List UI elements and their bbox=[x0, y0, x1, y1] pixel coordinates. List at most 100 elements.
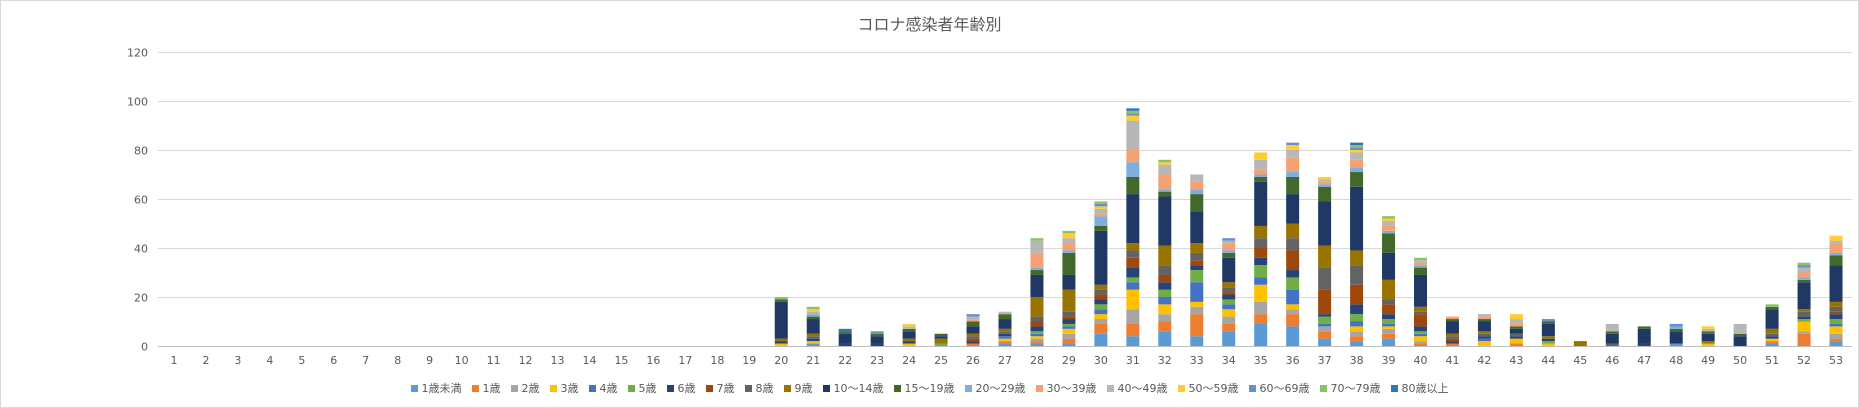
bar-segment bbox=[1350, 265, 1364, 285]
bar-segment bbox=[1669, 343, 1683, 346]
legend-swatch bbox=[627, 384, 635, 392]
bar-segment bbox=[1286, 142, 1300, 146]
legend-label: 80歳以上 bbox=[1401, 382, 1449, 395]
bar-segment bbox=[838, 331, 852, 334]
bar-segment bbox=[1733, 323, 1747, 334]
bar-segment bbox=[1509, 314, 1523, 320]
bar-segment bbox=[1254, 265, 1268, 278]
bar-segment bbox=[1222, 243, 1236, 251]
bar-segment bbox=[966, 341, 980, 344]
bar-segment bbox=[998, 331, 1012, 334]
bar-segment bbox=[1414, 262, 1428, 266]
bar-segment bbox=[966, 343, 980, 346]
x-tick-label: 3 bbox=[234, 354, 241, 367]
bar-segment bbox=[1318, 323, 1332, 327]
legend-item: 8歳 bbox=[744, 380, 774, 396]
legend-swatch bbox=[893, 384, 901, 392]
legend-swatch bbox=[588, 384, 596, 392]
x-tick-label: 13 bbox=[551, 354, 565, 367]
bar-segment bbox=[1382, 299, 1396, 305]
bar-segment bbox=[806, 341, 820, 344]
bar-segment bbox=[870, 333, 884, 337]
bar-segment bbox=[1158, 189, 1172, 192]
bar-segment bbox=[1254, 152, 1268, 160]
bar-segment bbox=[1158, 196, 1172, 246]
x-tick-label: 53 bbox=[1829, 354, 1843, 367]
bar-segment bbox=[1190, 189, 1204, 195]
x-tick-label: 36 bbox=[1286, 354, 1300, 367]
legend-label: 2歳 bbox=[521, 382, 540, 395]
bar-segment bbox=[1286, 194, 1300, 224]
x-tick-label: 30 bbox=[1094, 354, 1108, 367]
legend-item: 3歳 bbox=[549, 380, 579, 396]
bar-segment bbox=[1126, 309, 1140, 324]
bar-segment bbox=[806, 316, 820, 320]
bar-segment bbox=[1158, 321, 1172, 332]
bar-segment bbox=[1445, 338, 1459, 342]
bar-segment bbox=[1286, 250, 1300, 271]
bar-segment bbox=[1318, 314, 1332, 317]
x-tick-label: 37 bbox=[1318, 354, 1332, 367]
bar-segment bbox=[1286, 172, 1300, 177]
legend-item: 5歳 bbox=[627, 380, 657, 396]
legend-swatch bbox=[822, 384, 830, 392]
bar-segment bbox=[1094, 230, 1108, 285]
bar-segment bbox=[1286, 176, 1300, 195]
bar-segment bbox=[1030, 297, 1044, 317]
bar-segment bbox=[1829, 265, 1843, 302]
bar-segment bbox=[1158, 282, 1172, 290]
x-tick-label: 8 bbox=[394, 354, 401, 367]
bar-segment bbox=[1541, 319, 1555, 322]
bar-segment bbox=[1158, 174, 1172, 190]
bar-segment bbox=[1190, 243, 1204, 253]
bar-segment bbox=[1030, 274, 1044, 297]
bar-segment bbox=[1382, 218, 1396, 222]
bar-segment bbox=[1318, 176, 1332, 180]
legend-swatch bbox=[666, 384, 674, 392]
x-tick-label: 14 bbox=[582, 354, 596, 367]
legend-item: 30〜39歳 bbox=[1035, 380, 1097, 396]
bar-segment bbox=[1222, 250, 1236, 253]
bar-segment bbox=[1541, 341, 1555, 344]
x-tick-label: 33 bbox=[1190, 354, 1204, 367]
bar-segment bbox=[1254, 176, 1268, 182]
bar-segment bbox=[1094, 216, 1108, 226]
bar-segment bbox=[1382, 221, 1396, 226]
bar-segment bbox=[934, 336, 948, 339]
x-tick-label: 9 bbox=[426, 354, 433, 367]
bar-segment bbox=[1286, 223, 1300, 239]
bar-segment bbox=[1477, 333, 1491, 337]
bar-segment bbox=[1509, 333, 1523, 337]
bar-segment bbox=[902, 331, 916, 339]
bar-segment bbox=[1701, 343, 1715, 346]
bar-segment bbox=[1126, 150, 1140, 163]
bar-segment bbox=[1414, 267, 1428, 275]
legend-item: 6歳 bbox=[666, 380, 696, 396]
bar-segment bbox=[1126, 176, 1140, 195]
x-tick-label: 34 bbox=[1222, 354, 1236, 367]
bar-segment bbox=[774, 297, 788, 300]
bar-segment bbox=[1094, 201, 1108, 204]
bar-segment bbox=[1286, 314, 1300, 327]
bar-segment bbox=[1222, 323, 1236, 332]
legend-label: 30〜39歳 bbox=[1046, 382, 1097, 395]
bar-segment bbox=[1222, 304, 1236, 310]
bar-segment bbox=[1829, 319, 1843, 324]
bar-segment bbox=[1350, 314, 1364, 322]
bar-segment bbox=[902, 323, 916, 327]
x-tick-label: 12 bbox=[519, 354, 533, 367]
bar-segment bbox=[1797, 277, 1811, 280]
bar-segment bbox=[1477, 336, 1491, 339]
bar-segment bbox=[966, 326, 980, 334]
bar-segment bbox=[998, 336, 1012, 339]
bar-segment bbox=[1286, 304, 1300, 310]
x-tick-label: 42 bbox=[1477, 354, 1491, 367]
bar-segment bbox=[1797, 282, 1811, 310]
bar-segment bbox=[806, 311, 820, 315]
bar-segment bbox=[1797, 311, 1811, 317]
bar-segment bbox=[774, 301, 788, 339]
bar-segment bbox=[1254, 314, 1268, 324]
legend-item: 60〜69歳 bbox=[1248, 380, 1310, 396]
legend-label: 4歳 bbox=[599, 382, 618, 395]
